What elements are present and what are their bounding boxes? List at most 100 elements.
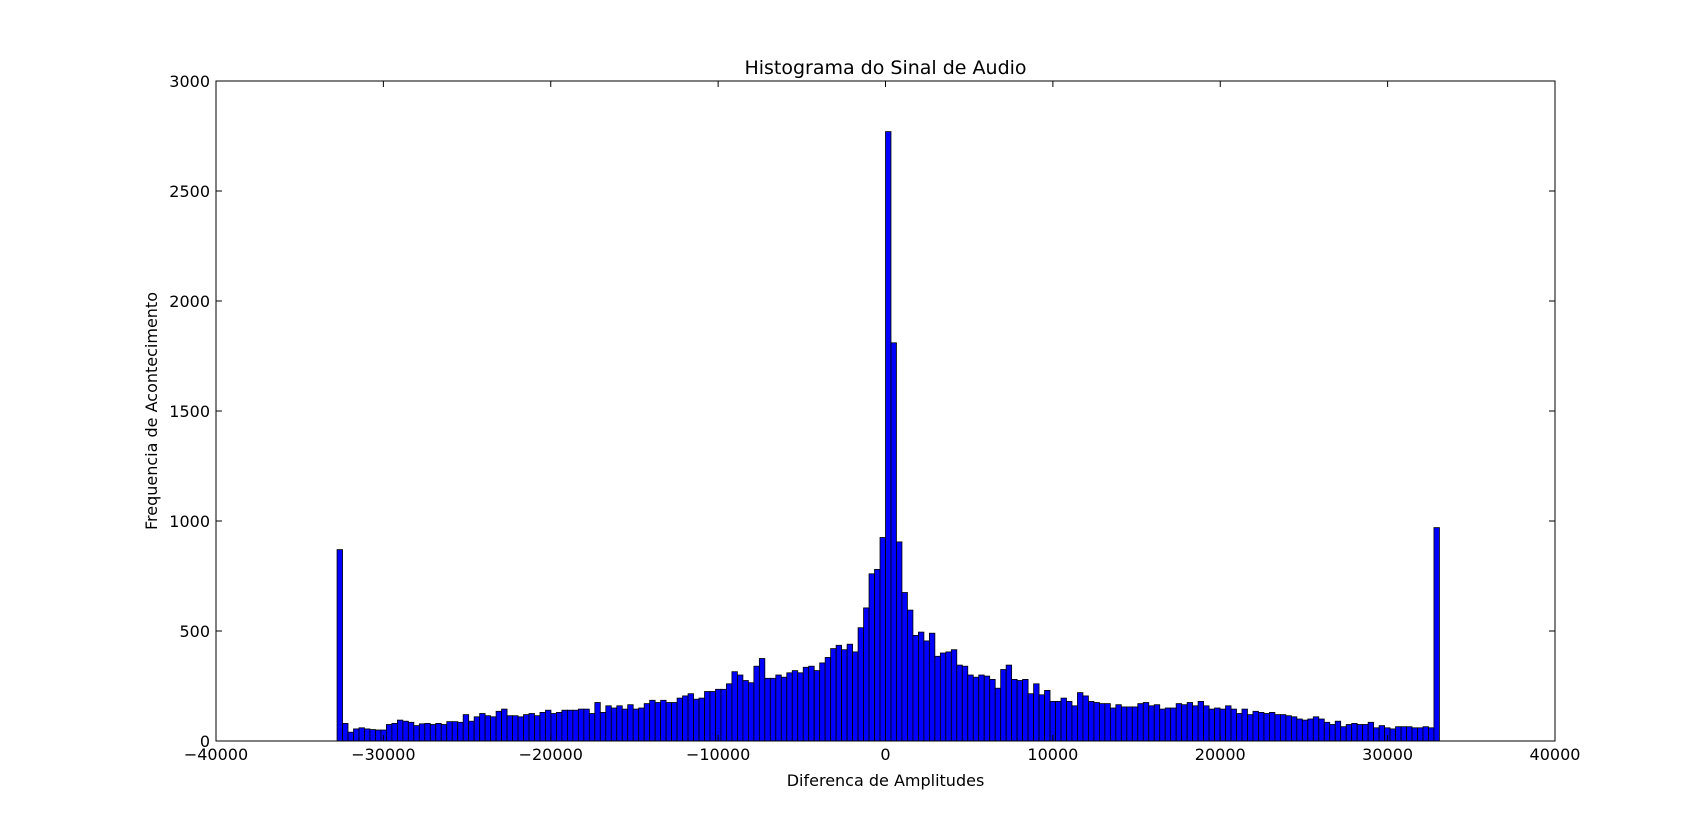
- histogram-bar: [1417, 727, 1424, 742]
- histogram-bar: [605, 705, 612, 742]
- histogram-bar: [1027, 693, 1034, 742]
- histogram-bar: [747, 682, 755, 742]
- histogram-bar: [336, 549, 343, 742]
- histogram-bar: [972, 676, 980, 742]
- histogram-bar: [1400, 726, 1407, 742]
- histogram-bar: [1290, 716, 1298, 742]
- histogram-bar: [808, 665, 815, 742]
- histogram-bar: [890, 342, 897, 742]
- histogram-bar: [857, 627, 864, 742]
- histogram-bar: [556, 712, 563, 742]
- histogram-bar: [654, 702, 662, 742]
- histogram-bar: [1120, 706, 1128, 742]
- histogram-bar: [1351, 723, 1358, 742]
- histogram-bar: [1208, 708, 1215, 742]
- x-tick-label: −40000: [184, 745, 248, 764]
- histogram-bar: [945, 651, 952, 742]
- histogram-bar: [1411, 727, 1418, 742]
- histogram-bar: [512, 715, 519, 742]
- histogram-bar: [1312, 716, 1320, 742]
- histogram-bar: [1269, 712, 1276, 742]
- histogram-bar: [649, 699, 656, 742]
- histogram-bar: [643, 703, 651, 742]
- y-axis-label: Frequencia de Acontecimento: [142, 292, 161, 530]
- histogram-bar: [1219, 708, 1226, 742]
- histogram-bar: [1230, 708, 1237, 742]
- histogram-bar: [1016, 680, 1024, 742]
- histogram-bar: [1164, 707, 1172, 742]
- histogram-bar: [1044, 690, 1051, 742]
- histogram-bar: [627, 704, 634, 742]
- histogram-bar: [819, 662, 826, 742]
- histogram-bar: [1422, 726, 1429, 742]
- histogram-bar: [665, 702, 672, 742]
- histogram-bar: [1159, 708, 1166, 742]
- histogram-bar: [1197, 701, 1204, 742]
- histogram-bar: [539, 712, 546, 742]
- histogram-bar: [638, 707, 645, 742]
- histogram-bar: [1192, 705, 1199, 742]
- histogram-bar: [583, 708, 590, 742]
- histogram-bar: [1181, 704, 1188, 742]
- histogram-bar: [632, 708, 640, 742]
- histogram-bar: [572, 709, 579, 742]
- histogram-bar: [1340, 726, 1347, 742]
- x-tick-label: −20000: [519, 745, 583, 764]
- histogram-bar: [418, 723, 426, 742]
- histogram-bar: [1241, 708, 1248, 742]
- histogram-bar: [731, 671, 738, 742]
- histogram-bar: [523, 714, 530, 742]
- histogram-bar: [1104, 703, 1111, 742]
- histogram-bar: [1252, 710, 1259, 742]
- histogram-bar: [1389, 728, 1396, 742]
- x-axis-label: Diferenca de Amplitudes: [787, 771, 985, 790]
- histogram-bar: [451, 721, 459, 742]
- histogram-bar: [802, 666, 810, 742]
- histogram-bar: [1142, 702, 1150, 742]
- histogram-bar: [939, 652, 947, 742]
- bars-group: [336, 131, 1440, 742]
- histogram-bar: [863, 607, 870, 742]
- x-tick-label: 30000: [1362, 745, 1413, 764]
- histogram-bar: [835, 644, 843, 742]
- histogram-bar: [1367, 721, 1375, 742]
- histogram-bar: [1329, 724, 1336, 742]
- x-tick-label: 40000: [1530, 745, 1581, 764]
- histogram-bar: [994, 687, 1002, 742]
- x-tick-label: −10000: [686, 745, 750, 764]
- histogram-bar: [501, 708, 508, 742]
- histogram-bar: [758, 658, 766, 742]
- histogram-bar: [396, 719, 404, 742]
- histogram-bar: [769, 677, 777, 742]
- histogram-bar: [429, 724, 437, 742]
- histogram-bar: [912, 635, 919, 742]
- histogram-bar: [967, 674, 974, 742]
- histogram-bar: [1033, 683, 1040, 742]
- histogram-bar: [868, 573, 875, 742]
- histogram-bar: [462, 714, 470, 742]
- histogram-bar: [1296, 718, 1303, 742]
- histogram-bar: [1274, 714, 1281, 742]
- histogram-bar: [342, 723, 349, 742]
- histogram-bar: [879, 537, 886, 742]
- histogram-bar: [698, 697, 705, 742]
- histogram-bar: [1170, 707, 1177, 742]
- histogram-bar: [1055, 701, 1062, 742]
- histogram-bar: [934, 655, 941, 742]
- histogram-bar: [1356, 724, 1364, 742]
- histogram-bar: [375, 729, 382, 742]
- histogram-bar: [545, 709, 552, 742]
- histogram-bar: [1077, 692, 1084, 742]
- x-tick-label: 10000: [1027, 745, 1078, 764]
- histogram-bar: [682, 695, 689, 742]
- histogram-bar: [1214, 707, 1221, 742]
- histogram-bar: [1066, 701, 1073, 742]
- histogram-bar: [457, 721, 464, 742]
- histogram-bar: [961, 665, 969, 742]
- histogram-bar: [1345, 724, 1353, 742]
- chart-title: Histograma do Sinal de Audio: [744, 57, 1026, 79]
- histogram-bar: [1433, 527, 1440, 742]
- histogram-bar: [1378, 725, 1385, 742]
- histogram-bar: [561, 709, 568, 742]
